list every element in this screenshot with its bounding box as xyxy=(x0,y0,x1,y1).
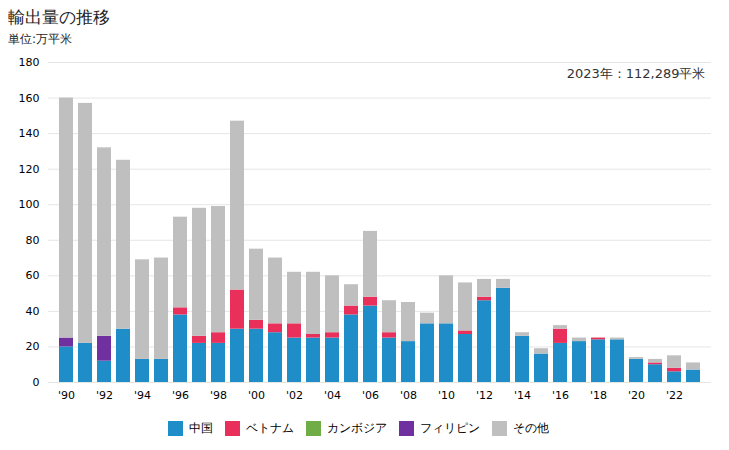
svg-text:60: 60 xyxy=(26,269,40,282)
html-text:その他: その他 xyxy=(513,421,549,435)
svg-text:'02: '02 xyxy=(286,389,303,402)
svg-text:180: 180 xyxy=(19,56,40,69)
svg-text:'18: '18 xyxy=(590,389,607,402)
svg-text:140: 140 xyxy=(19,127,40,140)
svg-text:'90: '90 xyxy=(58,389,75,402)
svg-text:'20: '20 xyxy=(628,389,645,402)
svg-text:'04: '04 xyxy=(324,389,341,402)
svg-text:2023年：112,289平米: 2023年：112,289平米 xyxy=(567,66,706,81)
svg-text:'06: '06 xyxy=(362,389,379,402)
svg-text:80: 80 xyxy=(26,234,40,247)
html-text:フィリピン: フィリピン xyxy=(420,421,480,435)
svg-text:40: 40 xyxy=(26,305,40,318)
html-text:カンボジア: カンボジア xyxy=(327,421,387,435)
html-text:中国: 中国 xyxy=(189,421,213,435)
html-text:単位:万平米: 単位:万平米 xyxy=(8,32,72,46)
svg-text:'00: '00 xyxy=(248,389,265,402)
svg-text:160: 160 xyxy=(19,92,40,105)
svg-text:120: 120 xyxy=(19,163,40,176)
svg-text:'22: '22 xyxy=(666,389,683,402)
svg-text:'96: '96 xyxy=(172,389,189,402)
html-text:ベトナム: ベトナム xyxy=(246,421,294,435)
svg-text:'08: '08 xyxy=(400,389,417,402)
svg-text:'14: '14 xyxy=(514,389,531,402)
html-text:輸出量の推移: 輸出量の推移 xyxy=(8,7,110,27)
svg-text:'92: '92 xyxy=(96,389,113,402)
svg-text:'16: '16 xyxy=(552,389,569,402)
svg-text:20: 20 xyxy=(26,340,40,353)
svg-text:'10: '10 xyxy=(438,389,455,402)
svg-text:100: 100 xyxy=(19,198,40,211)
svg-text:'12: '12 xyxy=(476,389,493,402)
svg-text:'98: '98 xyxy=(210,389,227,402)
svg-text:0: 0 xyxy=(33,376,40,389)
svg-text:'94: '94 xyxy=(134,389,151,402)
